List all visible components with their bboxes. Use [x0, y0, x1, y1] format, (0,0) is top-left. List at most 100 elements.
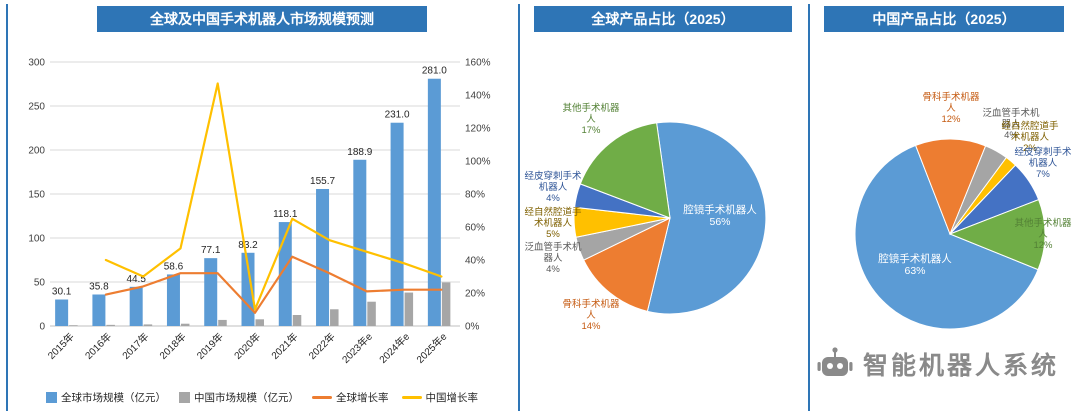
bar-china-market: [180, 323, 190, 326]
bar-china-market: [330, 309, 339, 326]
bar-global-market: [278, 222, 292, 326]
pie-slice-label: 腔镜手术机器人 63%: [873, 253, 957, 278]
legend-label: 全球市场规模（亿元）: [61, 392, 166, 404]
chart-legend: 全球市场规模（亿元） 中国市场规模（亿元） 全球增长率 中国增长率: [8, 390, 516, 405]
market-forecast-title: 全球及中国手术机器人市场规模预测: [97, 6, 427, 32]
robot-icon: [817, 347, 853, 376]
bar-value-label: 30.1: [52, 287, 72, 298]
x-axis-label: 2024年e: [376, 330, 412, 366]
bar-global-market: [353, 159, 367, 326]
bar-china-market: [404, 292, 414, 326]
right-axis-tick: 0%: [465, 322, 480, 333]
legend-label: 全球增长率: [336, 392, 389, 404]
pie-label-name: 泛血管手术机器人: [524, 242, 582, 265]
bar-value-label: 58.6: [164, 261, 184, 272]
pie-label-percent: 2%: [1023, 143, 1037, 155]
pie-slice-label: 泛血管手术机器人 4%: [979, 108, 1043, 142]
pie-slice-label: 其他手术机器人 12%: [1011, 218, 1075, 252]
bar-value-label: 188.9: [347, 147, 372, 158]
x-axis-label: 2022年: [306, 330, 338, 362]
right-axis-tick: 120%: [465, 124, 491, 135]
pie-slice-label: 骨科手术机器人 14%: [559, 299, 623, 333]
bar-china-market: [69, 325, 78, 326]
combo-chart-svg: 300 250 200 150 100 50 0 160% 140% 120% 100% 80% 60%…: [28, 58, 491, 366]
left-axis-tick: 300: [28, 58, 45, 69]
bar-value-label: 155.7: [310, 176, 335, 187]
bar-china-market: [106, 324, 115, 326]
panel-global-share: 全球产品占比（2025） 腔镜手术机器人 56% 骨科手术机器人 14% 泛血管手术机器…: [518, 4, 806, 411]
pie-slice-label: 泛血管手术机器人 4%: [521, 242, 585, 276]
watermark-text: 智能机器人系统: [863, 352, 1060, 380]
pie-slice-label: 经自然腔道手术机器人 2%: [998, 121, 1062, 155]
right-axis-tick: 60%: [465, 223, 485, 234]
bar-value-label: 231.0: [385, 110, 410, 121]
left-axis-tick: 50: [34, 278, 46, 289]
pie-label-name: 其他手术机器人: [1014, 218, 1072, 241]
left-axis-tick: 200: [28, 146, 45, 157]
growth-rate-line: [104, 255, 443, 314]
market-forecast-chart: 300 250 200 150 100 50 0 160% 140% 120% 100% 80% 60%…: [8, 34, 516, 378]
legend-item: 全球市场规模（亿元）: [46, 390, 166, 405]
bar-global-market: [316, 188, 330, 326]
bar-china-market: [292, 315, 302, 326]
bar-global-market: [166, 274, 180, 326]
legend-label: 中国市场规模（亿元）: [194, 392, 299, 404]
pie-label-percent: 4%: [1004, 130, 1018, 142]
pie-label-percent: 56%: [709, 216, 731, 229]
pie-label-percent: 7%: [1036, 169, 1050, 181]
x-axis-label: 2016年: [82, 330, 114, 362]
pie-label-name: 经皮穿刺手术机器人: [524, 171, 582, 194]
right-axis-tick: 40%: [465, 256, 485, 267]
bar-value-label: 44.5: [126, 274, 146, 285]
pie-label-percent: 4%: [546, 193, 560, 205]
x-axis-label: 2020年: [231, 330, 263, 362]
pie-label-name: 经自然腔道手术机器人: [1001, 121, 1059, 144]
bar-global-market: [427, 78, 441, 326]
left-axis-tick: 100: [28, 234, 45, 245]
pie-slice: [579, 122, 671, 219]
bar-global-market: [55, 299, 69, 326]
pie-label-name: 经皮穿刺手术机器人: [1014, 147, 1072, 170]
pie-svg: [854, 138, 1046, 330]
x-axis-label: 2025年e: [414, 330, 450, 366]
bar-value-label: 35.8: [89, 281, 109, 292]
bar-china-market: [255, 319, 264, 326]
pie-label-percent: 12%: [1033, 240, 1053, 252]
left-axis-tick: 150: [28, 190, 45, 201]
pie-slice: [583, 217, 671, 312]
x-axis-label: 2023年e: [339, 330, 375, 366]
panel-market-forecast: 全球及中国手术机器人市场规模预测 300 250 200 150 100 50 0 160% 1…: [6, 4, 516, 411]
pie-label-percent: 12%: [941, 114, 961, 126]
bar-global-market: [204, 258, 218, 326]
pie-slice-label: 经皮穿刺手术机器人 4%: [521, 171, 585, 205]
pie-label-percent: 4%: [546, 264, 560, 276]
global-share-title: 全球产品占比（2025）: [534, 6, 792, 32]
bar-china-market: [441, 282, 451, 326]
bar-value-label: 77.1: [201, 245, 221, 256]
legend-line-swatch: [401, 396, 422, 399]
bar-value-label: 281.0: [422, 66, 447, 77]
pie-slice: [854, 144, 1039, 330]
legend-item: 中国市场规模（亿元）: [179, 390, 299, 405]
pie-label-percent: 14%: [581, 321, 601, 333]
bar-global-market: [129, 286, 143, 326]
growth-rate-line: [104, 82, 443, 311]
x-axis-label: 2019年: [194, 330, 226, 362]
pie-label-name: 经自然腔道手术机器人: [524, 207, 582, 230]
pie-label-percent: 63%: [904, 265, 926, 278]
pie-svg: [573, 121, 767, 315]
right-axis-tick: 20%: [465, 289, 485, 300]
pie-label-name: 骨科手术机器人: [922, 92, 980, 115]
pie-label-name: 泛血管手术机器人: [982, 108, 1040, 131]
bar-global-market: [92, 294, 106, 326]
pie-label-name: 其他手术机器人: [562, 103, 620, 126]
pie-label-name: 骨科手术机器人: [562, 299, 620, 322]
left-axis-tick: 0: [39, 322, 45, 333]
bar-china-market: [143, 324, 153, 326]
right-axis-tick: 140%: [465, 91, 491, 102]
pie-slice-label: 腔镜手术机器人 56%: [678, 204, 762, 229]
x-axis-label: 2017年: [119, 330, 151, 362]
pie-slice-label: 其他手术机器人 17%: [559, 103, 623, 137]
pie-slice: [948, 198, 1046, 271]
